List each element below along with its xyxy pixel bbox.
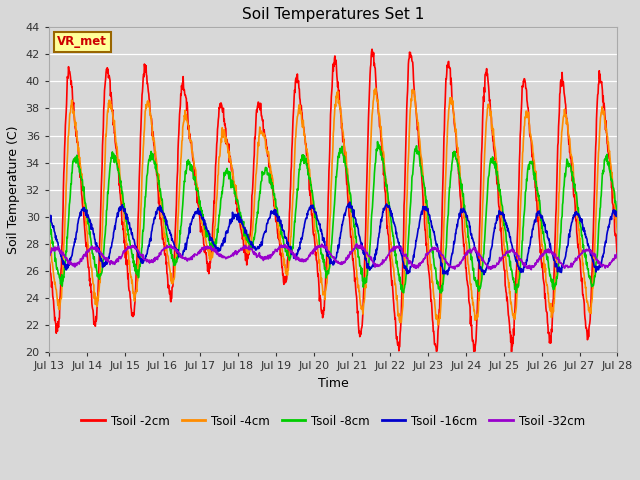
Line: Tsoil -16cm: Tsoil -16cm [49,202,618,275]
Line: Tsoil -2cm: Tsoil -2cm [49,49,618,355]
Tsoil -4cm [434,322,442,328]
Tsoil -2cm [422,235,429,241]
Tsoil -16cm [422,204,429,210]
Tsoil -4cm [422,207,429,213]
Tsoil -32cm [157,248,165,254]
Tsoil -4cm [547,308,554,313]
Tsoil -32cm [527,267,535,273]
Line: Tsoil -32cm: Tsoil -32cm [49,244,618,270]
Tsoil -8cm [547,274,554,280]
Tsoil -32cm [172,248,179,253]
Tsoil -16cm [444,272,451,277]
Tsoil -8cm [45,207,52,213]
Tsoil -4cm [497,197,504,203]
Tsoil -16cm [614,212,621,218]
Tsoil -32cm [235,247,243,253]
Tsoil -32cm [422,251,429,257]
Tsoil -2cm [470,352,478,358]
Tsoil -8cm [614,209,621,215]
Legend: Tsoil -2cm, Tsoil -4cm, Tsoil -8cm, Tsoil -16cm, Tsoil -32cm: Tsoil -2cm, Tsoil -4cm, Tsoil -8cm, Tsoi… [77,410,589,432]
Tsoil -2cm [547,340,554,346]
Tsoil -16cm [235,215,243,221]
Tsoil -8cm [374,139,381,144]
Tsoil -4cm [614,231,621,237]
Title: Soil Temperatures Set 1: Soil Temperatures Set 1 [242,7,424,22]
Tsoil -16cm [157,209,165,215]
Tsoil -8cm [437,290,445,296]
Tsoil -32cm [547,248,554,253]
X-axis label: Time: Time [317,376,348,390]
Line: Tsoil -8cm: Tsoil -8cm [49,142,618,293]
Tsoil -16cm [172,245,179,251]
Tsoil -2cm [368,47,376,52]
Tsoil -16cm [547,244,554,250]
Tsoil -32cm [614,250,621,256]
Text: VR_met: VR_met [58,35,107,48]
Tsoil -2cm [172,229,179,235]
Tsoil -4cm [157,204,165,210]
Tsoil -16cm [497,211,504,216]
Tsoil -2cm [157,222,165,228]
Tsoil -2cm [614,255,621,261]
Tsoil -8cm [235,205,243,211]
Tsoil -32cm [45,251,52,256]
Tsoil -16cm [346,199,354,205]
Tsoil -16cm [45,213,52,218]
Tsoil -4cm [372,85,380,91]
Tsoil -4cm [172,260,179,266]
Tsoil -8cm [422,193,429,199]
Tsoil -8cm [497,193,504,199]
Tsoil -2cm [45,247,52,252]
Tsoil -4cm [235,204,243,210]
Tsoil -2cm [497,228,504,234]
Line: Tsoil -4cm: Tsoil -4cm [49,88,618,325]
Tsoil -32cm [353,241,360,247]
Tsoil -8cm [157,196,165,202]
Tsoil -4cm [45,238,52,243]
Tsoil -8cm [172,262,179,268]
Tsoil -32cm [496,257,504,263]
Y-axis label: Soil Temperature (C): Soil Temperature (C) [7,125,20,254]
Tsoil -2cm [235,210,243,216]
